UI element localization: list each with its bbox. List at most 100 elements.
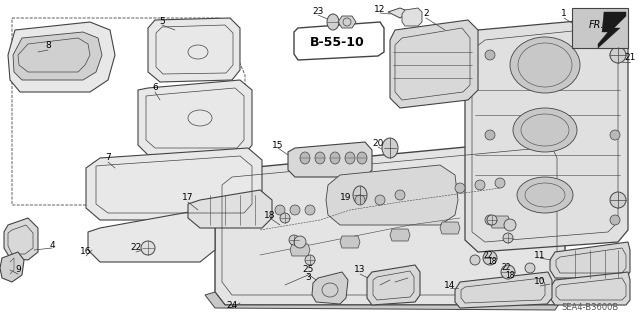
Ellipse shape <box>470 255 480 265</box>
Ellipse shape <box>375 195 385 205</box>
Ellipse shape <box>289 235 299 245</box>
Text: 7: 7 <box>105 153 111 162</box>
Text: 10: 10 <box>534 278 546 286</box>
Text: 22: 22 <box>501 263 511 272</box>
Text: 4: 4 <box>49 241 55 249</box>
Ellipse shape <box>485 215 495 225</box>
Text: 21: 21 <box>624 54 636 63</box>
Ellipse shape <box>275 205 285 215</box>
Ellipse shape <box>330 152 340 164</box>
Ellipse shape <box>483 251 497 265</box>
Polygon shape <box>88 210 215 262</box>
Text: 18: 18 <box>487 257 497 266</box>
Ellipse shape <box>503 233 513 243</box>
Polygon shape <box>205 290 565 310</box>
Ellipse shape <box>357 152 367 164</box>
Polygon shape <box>138 80 252 155</box>
Polygon shape <box>86 148 262 220</box>
Polygon shape <box>388 8 410 18</box>
Text: 16: 16 <box>80 248 92 256</box>
Text: B-55-10: B-55-10 <box>310 35 364 48</box>
Text: 1: 1 <box>561 10 567 19</box>
Ellipse shape <box>327 14 339 30</box>
Text: 8: 8 <box>45 41 51 50</box>
Text: 17: 17 <box>182 194 194 203</box>
Polygon shape <box>465 18 628 252</box>
Polygon shape <box>188 190 272 228</box>
Polygon shape <box>290 244 310 256</box>
Text: 22: 22 <box>131 243 141 253</box>
Ellipse shape <box>305 255 315 265</box>
Ellipse shape <box>395 190 405 200</box>
Polygon shape <box>148 18 240 82</box>
Ellipse shape <box>485 50 495 60</box>
Ellipse shape <box>610 130 620 140</box>
Ellipse shape <box>504 219 516 231</box>
Text: 5: 5 <box>159 18 165 26</box>
Ellipse shape <box>382 138 398 158</box>
Text: 20: 20 <box>372 138 384 147</box>
Polygon shape <box>367 265 420 305</box>
Ellipse shape <box>455 183 465 193</box>
Polygon shape <box>340 236 360 248</box>
Ellipse shape <box>485 130 495 140</box>
Text: 2: 2 <box>423 10 429 19</box>
Ellipse shape <box>610 215 620 225</box>
Polygon shape <box>294 22 384 60</box>
Polygon shape <box>13 32 102 80</box>
Ellipse shape <box>525 263 535 273</box>
Text: 24: 24 <box>227 300 237 309</box>
Ellipse shape <box>610 50 620 60</box>
Text: 15: 15 <box>272 140 284 150</box>
Text: 18: 18 <box>505 271 515 279</box>
Text: 19: 19 <box>340 194 352 203</box>
Ellipse shape <box>517 177 573 213</box>
Ellipse shape <box>513 108 577 152</box>
Text: 6: 6 <box>152 84 158 93</box>
Ellipse shape <box>510 37 580 93</box>
Ellipse shape <box>141 241 155 255</box>
Polygon shape <box>4 218 38 260</box>
Ellipse shape <box>610 192 626 208</box>
Polygon shape <box>550 242 630 278</box>
Ellipse shape <box>610 47 626 63</box>
Ellipse shape <box>294 236 306 248</box>
Polygon shape <box>402 8 422 26</box>
Polygon shape <box>326 165 458 225</box>
Polygon shape <box>338 16 356 28</box>
Ellipse shape <box>280 213 290 223</box>
Text: 13: 13 <box>355 265 365 275</box>
Text: SEA4-B3600B: SEA4-B3600B <box>561 303 619 313</box>
Polygon shape <box>550 272 630 305</box>
Text: 3: 3 <box>305 273 311 283</box>
Ellipse shape <box>355 195 365 205</box>
Polygon shape <box>490 216 510 228</box>
Polygon shape <box>390 20 478 108</box>
Ellipse shape <box>305 205 315 215</box>
Polygon shape <box>312 272 348 304</box>
Polygon shape <box>215 138 565 305</box>
Ellipse shape <box>495 178 505 188</box>
Polygon shape <box>288 142 372 177</box>
Text: 14: 14 <box>444 280 456 290</box>
Text: FR.: FR. <box>588 20 604 30</box>
Ellipse shape <box>501 265 515 279</box>
Ellipse shape <box>315 152 325 164</box>
Text: 11: 11 <box>534 250 546 259</box>
Polygon shape <box>440 222 460 234</box>
Polygon shape <box>8 22 115 92</box>
Ellipse shape <box>345 152 355 164</box>
Text: 25: 25 <box>302 265 314 275</box>
Polygon shape <box>572 8 628 48</box>
Ellipse shape <box>487 215 497 225</box>
Polygon shape <box>455 272 552 308</box>
Text: 18: 18 <box>264 211 276 219</box>
Polygon shape <box>390 229 410 241</box>
Text: 12: 12 <box>374 5 386 14</box>
Text: 9: 9 <box>15 265 21 275</box>
Ellipse shape <box>300 152 310 164</box>
Ellipse shape <box>290 205 300 215</box>
Text: 23: 23 <box>312 8 324 17</box>
Ellipse shape <box>475 180 485 190</box>
Text: 22: 22 <box>483 251 493 261</box>
